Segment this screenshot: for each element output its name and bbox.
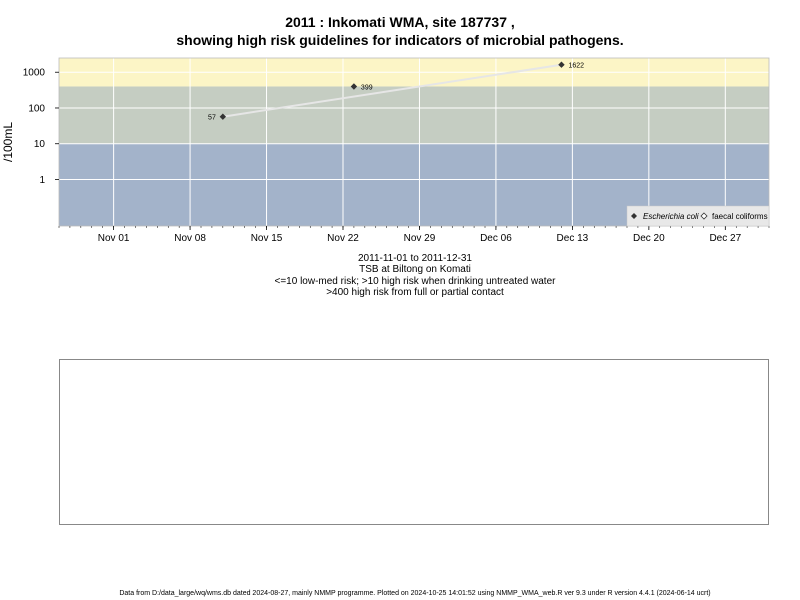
legend-filled-diamond-icon [631,213,637,219]
x-tick-label: Nov 15 [251,233,283,244]
x-tick-label: Dec 27 [709,233,741,244]
risk-bands [59,58,769,226]
y-tick-label: 10 [34,139,46,150]
data-points: 57 399 1622 [208,61,584,122]
risk-band-1 [59,86,769,144]
chart-title-line1: 2011 : Inkomati WMA, site 187737 , [285,14,515,30]
date-range-text: 2011-11-01 to 2011-12-31 [358,253,472,264]
data-label-1: 399 [361,84,373,91]
x-tick-label: Dec 06 [480,233,512,244]
series-line [222,63,562,118]
x-tick-label: Nov 29 [404,233,436,244]
y-tick-label: 100 [28,103,45,114]
legend: Escherichia coli faecal coliforms [626,205,770,227]
site-description: TSB at Biltong on Komati [359,264,471,275]
x-tick-label: Nov 08 [174,233,206,244]
x-axis: Nov 01 Nov 08 Nov 15 Nov 22 Nov 29 Dec 06 Dec … [58,226,770,244]
data-point-1 [350,83,358,90]
data-point-2 [558,61,565,68]
grid-lines [59,58,769,226]
risk-guideline-low: <=10 low-med risk; >10 high risk when dr… [274,276,556,287]
data-label-2: 1622 [568,63,584,70]
chart-title-line2: showing high risk guidelines for indicat… [176,32,624,48]
legend-label-faecal-coliforms: faecal coliforms [712,212,768,221]
x-tick-label: Dec 20 [633,233,665,244]
x-tick-label: Nov 22 [327,233,359,244]
y-tick-label: 1000 [23,68,46,79]
plot-frame [58,57,770,227]
data-point-0 [219,113,227,120]
chart: 57 399 1622 Nov 01 Nov 08 Nov 15 Nov 22 Nov 29… [1,57,770,244]
legend-label-ecoli: Escherichia coli [643,212,699,221]
data-label-0: 57 [208,115,216,122]
y-axis-label: /100mL [1,122,15,162]
empty-plot-panel [59,359,769,525]
x-tick-label: Nov 01 [98,233,130,244]
y-tick-label: 1 [39,175,45,186]
plot-border [58,57,770,227]
risk-guideline-high: >400 high risk from full or partial cont… [326,287,504,298]
legend-open-diamond-icon [700,212,708,220]
y-axis: 1 10 100 1000 [23,68,59,186]
x-tick-label: Dec 13 [557,233,589,244]
footer-note: Data from D:/data_large/wq/wms.db dated … [119,590,711,597]
